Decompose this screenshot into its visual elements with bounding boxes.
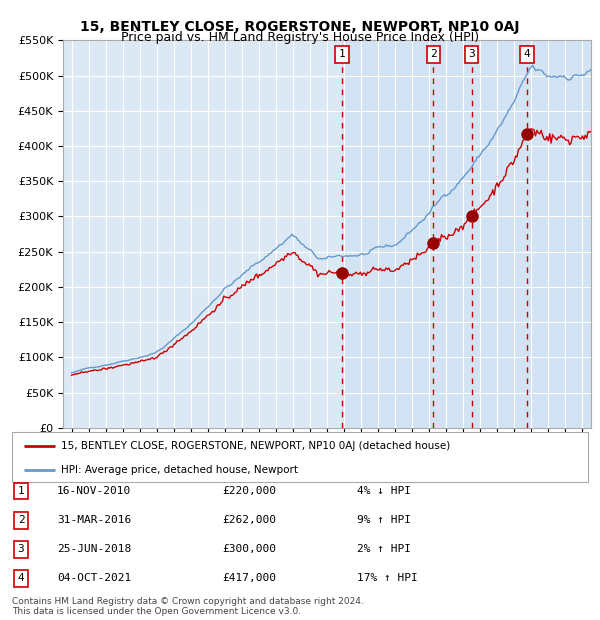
Text: 31-MAR-2016: 31-MAR-2016	[57, 515, 131, 525]
Text: £417,000: £417,000	[222, 574, 276, 583]
Text: HPI: Average price, detached house, Newport: HPI: Average price, detached house, Newp…	[61, 464, 298, 475]
Text: 1: 1	[17, 486, 25, 496]
Text: This data is licensed under the Open Government Licence v3.0.: This data is licensed under the Open Gov…	[12, 607, 301, 616]
Text: 1: 1	[338, 50, 346, 60]
Text: £220,000: £220,000	[222, 486, 276, 496]
Text: 2: 2	[430, 50, 437, 60]
Text: 9% ↑ HPI: 9% ↑ HPI	[357, 515, 411, 525]
FancyBboxPatch shape	[12, 432, 588, 482]
Text: Price paid vs. HM Land Registry's House Price Index (HPI): Price paid vs. HM Land Registry's House …	[121, 31, 479, 44]
Text: 16-NOV-2010: 16-NOV-2010	[57, 486, 131, 496]
Text: 15, BENTLEY CLOSE, ROGERSTONE, NEWPORT, NP10 0AJ (detached house): 15, BENTLEY CLOSE, ROGERSTONE, NEWPORT, …	[61, 441, 450, 451]
Text: 15, BENTLEY CLOSE, ROGERSTONE, NEWPORT, NP10 0AJ: 15, BENTLEY CLOSE, ROGERSTONE, NEWPORT, …	[80, 20, 520, 34]
Text: 17% ↑ HPI: 17% ↑ HPI	[357, 574, 418, 583]
Bar	[342, 40, 591, 428]
Text: £262,000: £262,000	[222, 515, 276, 525]
Text: £300,000: £300,000	[222, 544, 276, 554]
Text: Contains HM Land Registry data © Crown copyright and database right 2024.: Contains HM Land Registry data © Crown c…	[12, 597, 364, 606]
Text: 4: 4	[524, 50, 530, 60]
Text: 25-JUN-2018: 25-JUN-2018	[57, 544, 131, 554]
Text: 3: 3	[17, 544, 25, 554]
Text: 04-OCT-2021: 04-OCT-2021	[57, 574, 131, 583]
Text: 4: 4	[17, 574, 25, 583]
Text: 2% ↑ HPI: 2% ↑ HPI	[357, 544, 411, 554]
Text: 3: 3	[468, 50, 475, 60]
Text: 4% ↓ HPI: 4% ↓ HPI	[357, 486, 411, 496]
Text: 2: 2	[17, 515, 25, 525]
